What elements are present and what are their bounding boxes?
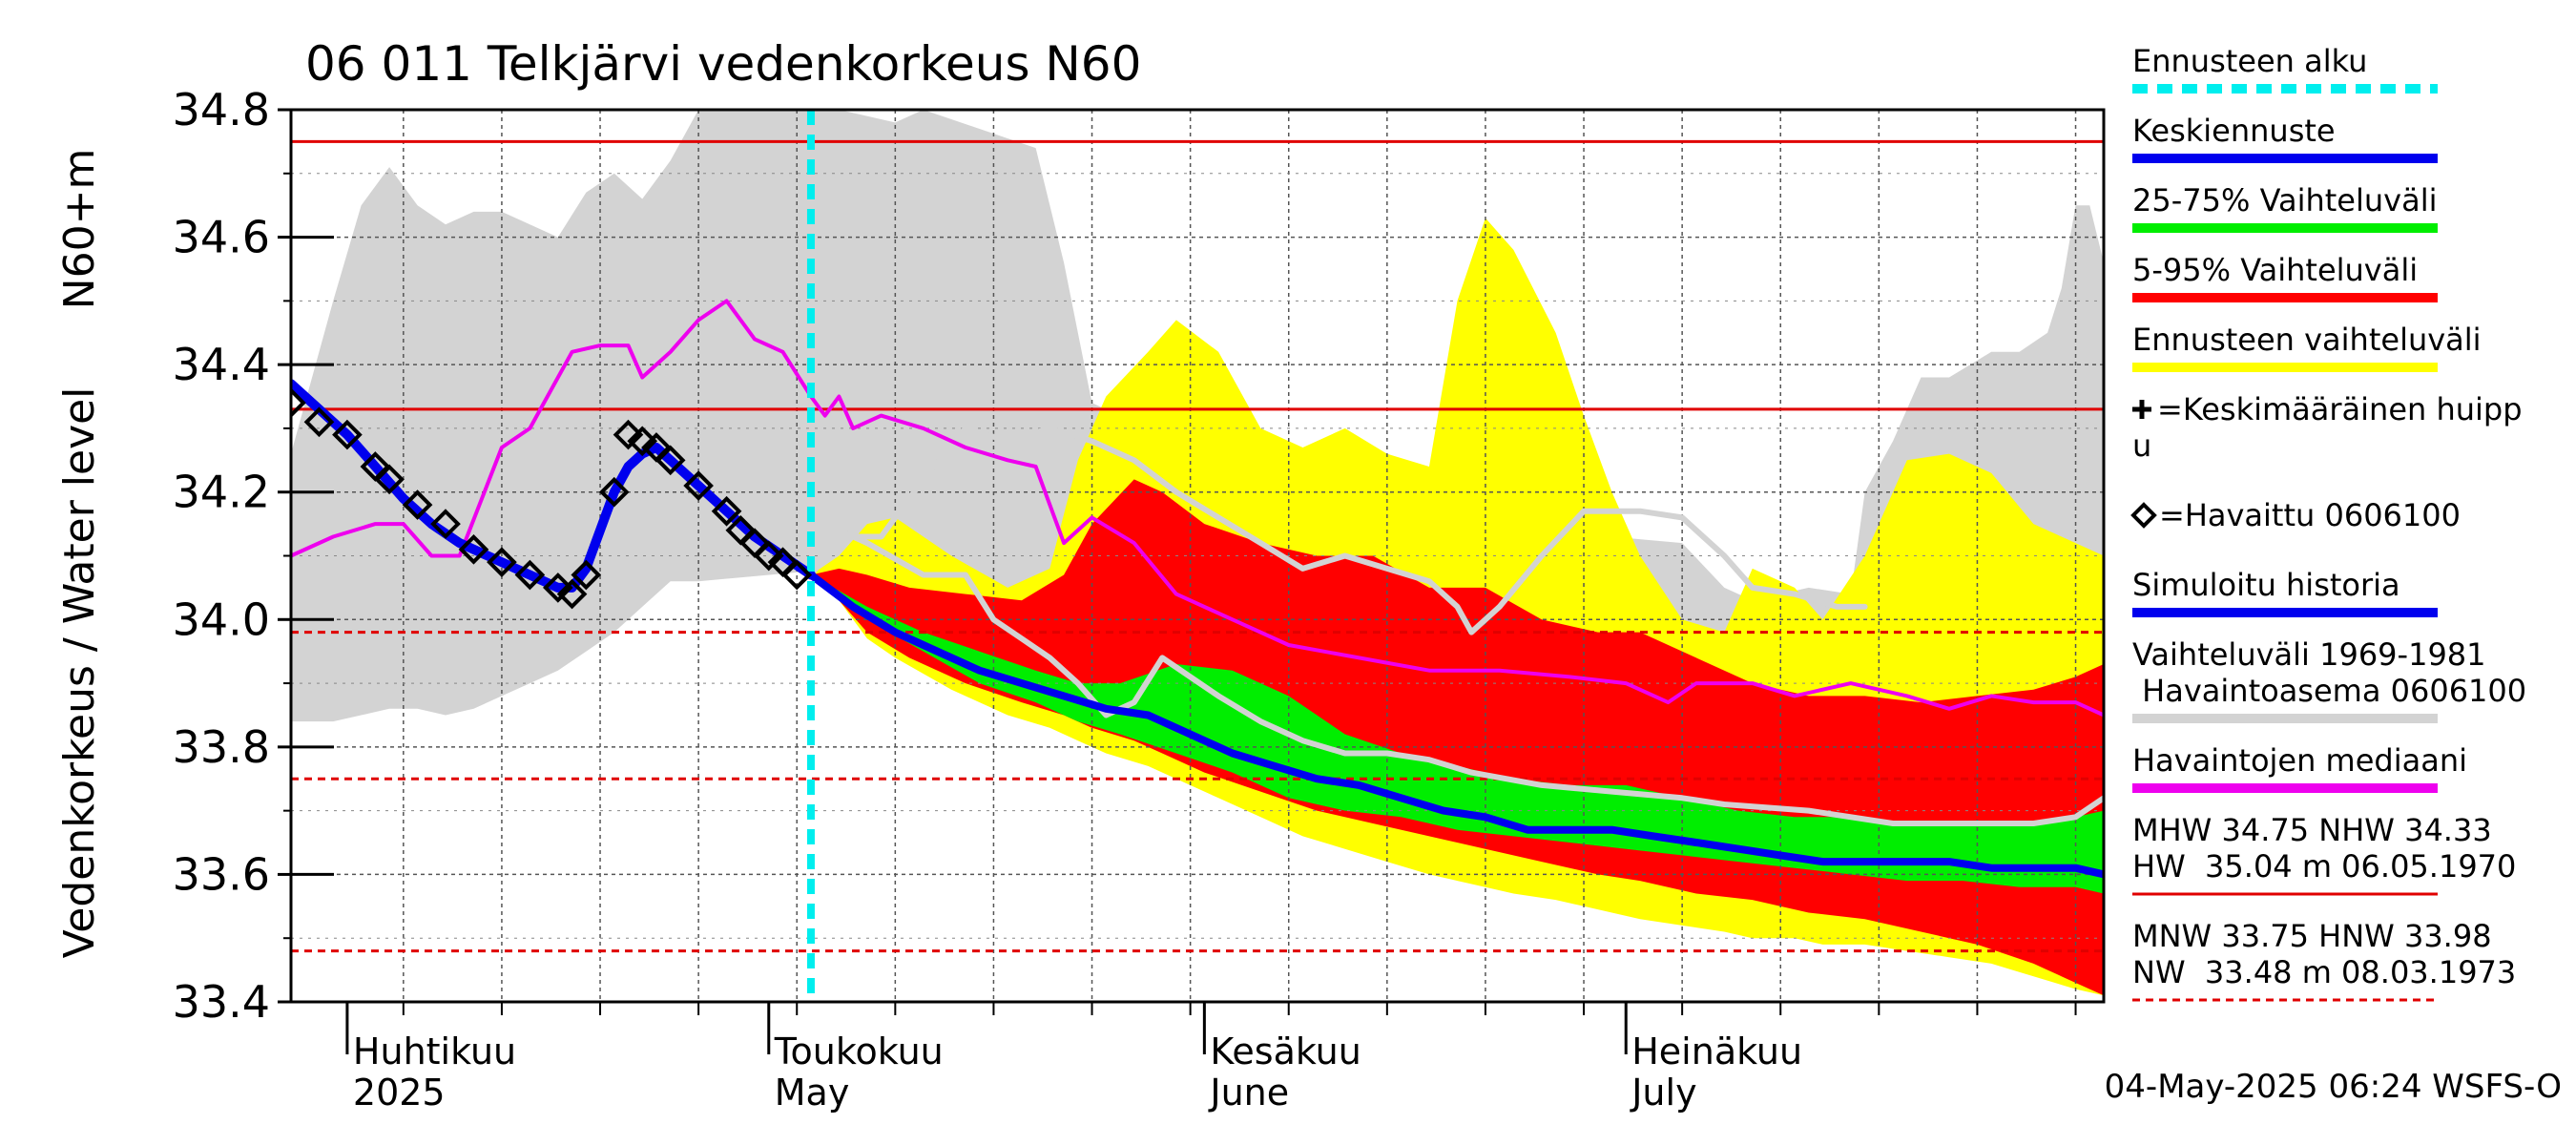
legend-label: Havaintojen mediaani: [2132, 742, 2467, 779]
legend-label: Simuloitu historia: [2132, 567, 2400, 603]
markers-layer: [291, 387, 813, 610]
legend-label-line2: u: [2132, 427, 2151, 464]
x-month-label-en: July: [1630, 1072, 1696, 1114]
legend-label: =Keskimääräinen huipp: [2157, 391, 2523, 427]
y-tick-label: 33.4: [173, 976, 270, 1028]
observed-marker: [598, 476, 630, 508]
series-havaintojen-mediaani: [291, 299, 2104, 718]
legend-label: MNW 33.75 HNW 33.98: [2132, 918, 2492, 954]
legend-label: 25-75% Vaihteluväli: [2132, 182, 2437, 219]
observed-marker: [556, 578, 588, 610]
y-tick-label: 34.4: [173, 339, 270, 390]
series-havaintoasema-0606100: [808, 527, 2104, 826]
observed-marker: [543, 572, 573, 603]
x-month-label-fi: Kesäkuu: [1210, 1030, 1361, 1072]
legend: Ennusteen alku Keskiennuste 25-75% Vaihtel…: [2130, 43, 2526, 1002]
x-month-label-fi: Huhtikuu: [353, 1030, 516, 1072]
y-tick-label: 34.2: [173, 467, 270, 518]
observed-marker: [487, 547, 517, 578]
x-month-label-fi: Heinäkuu: [1631, 1030, 1802, 1072]
band-vaihteluv-li-1969-1981: [291, 110, 2104, 722]
observed-marker: [458, 533, 489, 565]
observed-marker: [374, 464, 405, 495]
observed-marker: [781, 559, 813, 591]
legend-label: =Havaittu 0606100: [2159, 497, 2461, 533]
observed-marker: [711, 495, 742, 527]
series-havaintoasema-0606100: [808, 425, 1868, 635]
y-tick-label: 33.8: [173, 721, 270, 773]
legend-label: 5-95% Vaihteluväli: [2132, 252, 2418, 288]
legend-diamond-icon: [2130, 502, 2157, 529]
observed-marker: [402, 489, 433, 520]
legend-label: Keskiennuste: [2132, 113, 2336, 149]
legend-label: Ennusteen vaihteluväli: [2132, 322, 2482, 358]
y-axis-unit-label: N60+m: [55, 149, 104, 310]
legend-label-line2: NW 33.48 m 08.03.1973: [2132, 954, 2516, 990]
observed-marker: [332, 419, 363, 450]
footer-timestamp: 04-May-2025 06:24 WSFS-O: [2105, 1068, 2562, 1106]
y-tick-label: 34.6: [173, 212, 270, 263]
legend-label-line2: HW 35.04 m 06.05.1970: [2132, 848, 2516, 885]
observed-marker: [683, 470, 714, 501]
y-axis-label: Vedenkorkeus / Water level: [55, 387, 104, 959]
y-tick-label: 34.8: [173, 84, 270, 135]
chart-title: 06 011 Telkjärvi vedenkorkeus N60: [305, 36, 1141, 92]
reference-lines-layer: [291, 139, 2104, 953]
legend-label: MHW 34.75 NHW 34.33: [2132, 812, 2492, 848]
x-month-label-fi: Toukokuu: [774, 1030, 944, 1072]
observed-marker: [654, 445, 686, 476]
observed-marker: [753, 540, 784, 572]
y-axis: 33.4 33.6 33.8 34.0 34.2 34.4 34.6 34.8: [173, 84, 334, 1028]
y-tick-label: 34.0: [173, 593, 270, 645]
observed-marker: [291, 387, 306, 419]
observed-marker: [613, 419, 644, 450]
legend-label-line2: Havaintoasema 0606100: [2132, 673, 2526, 709]
legend-label: Vaihteluväli 1969-1981: [2132, 636, 2486, 673]
legend-label: Ennusteen alku: [2132, 43, 2367, 79]
observed-marker: [303, 406, 335, 438]
observed-marker: [430, 509, 461, 539]
series-keskiennuste: [807, 571, 2104, 879]
x-month-label-en: June: [1208, 1072, 1289, 1114]
observed-marker: [514, 559, 546, 591]
observed-marker: [571, 559, 602, 591]
x-month-label-en: 2025: [353, 1072, 446, 1114]
observed-marker: [627, 426, 658, 457]
plot-area: [291, 110, 2104, 1002]
x-month-label-en: May: [775, 1072, 850, 1114]
y-tick-label: 33.6: [173, 848, 270, 900]
